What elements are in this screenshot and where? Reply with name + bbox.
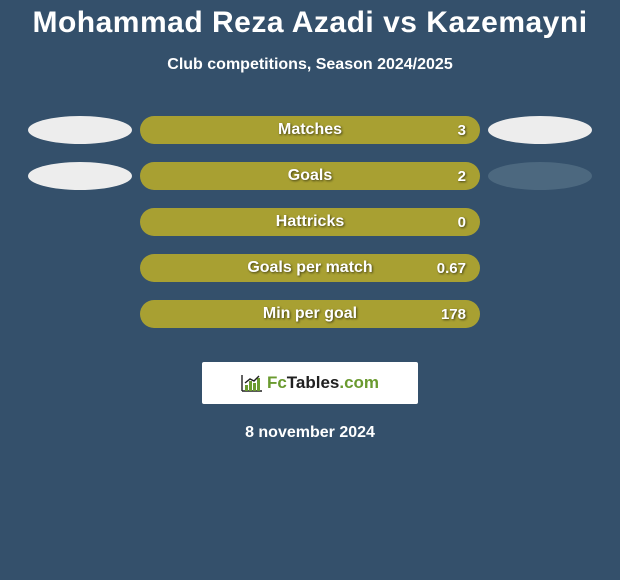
bar-chart-icon [241,374,263,392]
left-ellipse [28,162,132,190]
right-ellipse [488,116,592,144]
stat-label: Goals per match [247,259,372,277]
right-ellipse [488,162,592,190]
stat-bar: Min per goal 178 [140,300,480,328]
stat-bar: Hattricks 0 [140,208,480,236]
stat-label: Hattricks [276,213,344,231]
page-subtitle: Club competitions, Season 2024/2025 [167,56,452,74]
stat-row: Goals per match 0.67 [20,254,600,282]
comparison-infographic: Mohammad Reza Azadi vs Kazemayni Club co… [0,0,620,442]
stat-row: Hattricks 0 [20,208,600,236]
stat-label: Matches [278,121,342,139]
stat-row: Matches 3 [20,116,600,144]
stat-label: Min per goal [263,305,357,323]
stat-row: Goals 2 [20,162,600,190]
stat-bar: Matches 3 [140,116,480,144]
stat-bar: Goals 2 [140,162,480,190]
stat-value: 0 [458,214,466,231]
stat-label: Goals [288,167,332,185]
stat-value: 2 [458,168,466,185]
stat-rows: Matches 3 Goals 2 Hattricks 0 Goals per match 0… [20,116,600,346]
stat-value: 3 [458,122,466,139]
logo-box: FcTables.com [202,362,418,404]
logo: FcTables.com [241,373,379,393]
logo-prefix: Fc [267,373,287,392]
stat-bar: Goals per match 0.67 [140,254,480,282]
page-title: Mohammad Reza Azadi vs Kazemayni [32,6,587,40]
logo-main: Tables [287,373,340,392]
logo-suffix: .com [339,373,379,392]
date-label: 8 november 2024 [245,424,375,442]
stat-row: Min per goal 178 [20,300,600,328]
left-ellipse [28,116,132,144]
stat-value: 178 [441,306,466,323]
logo-text: FcTables.com [267,373,379,393]
stat-value: 0.67 [437,260,466,277]
